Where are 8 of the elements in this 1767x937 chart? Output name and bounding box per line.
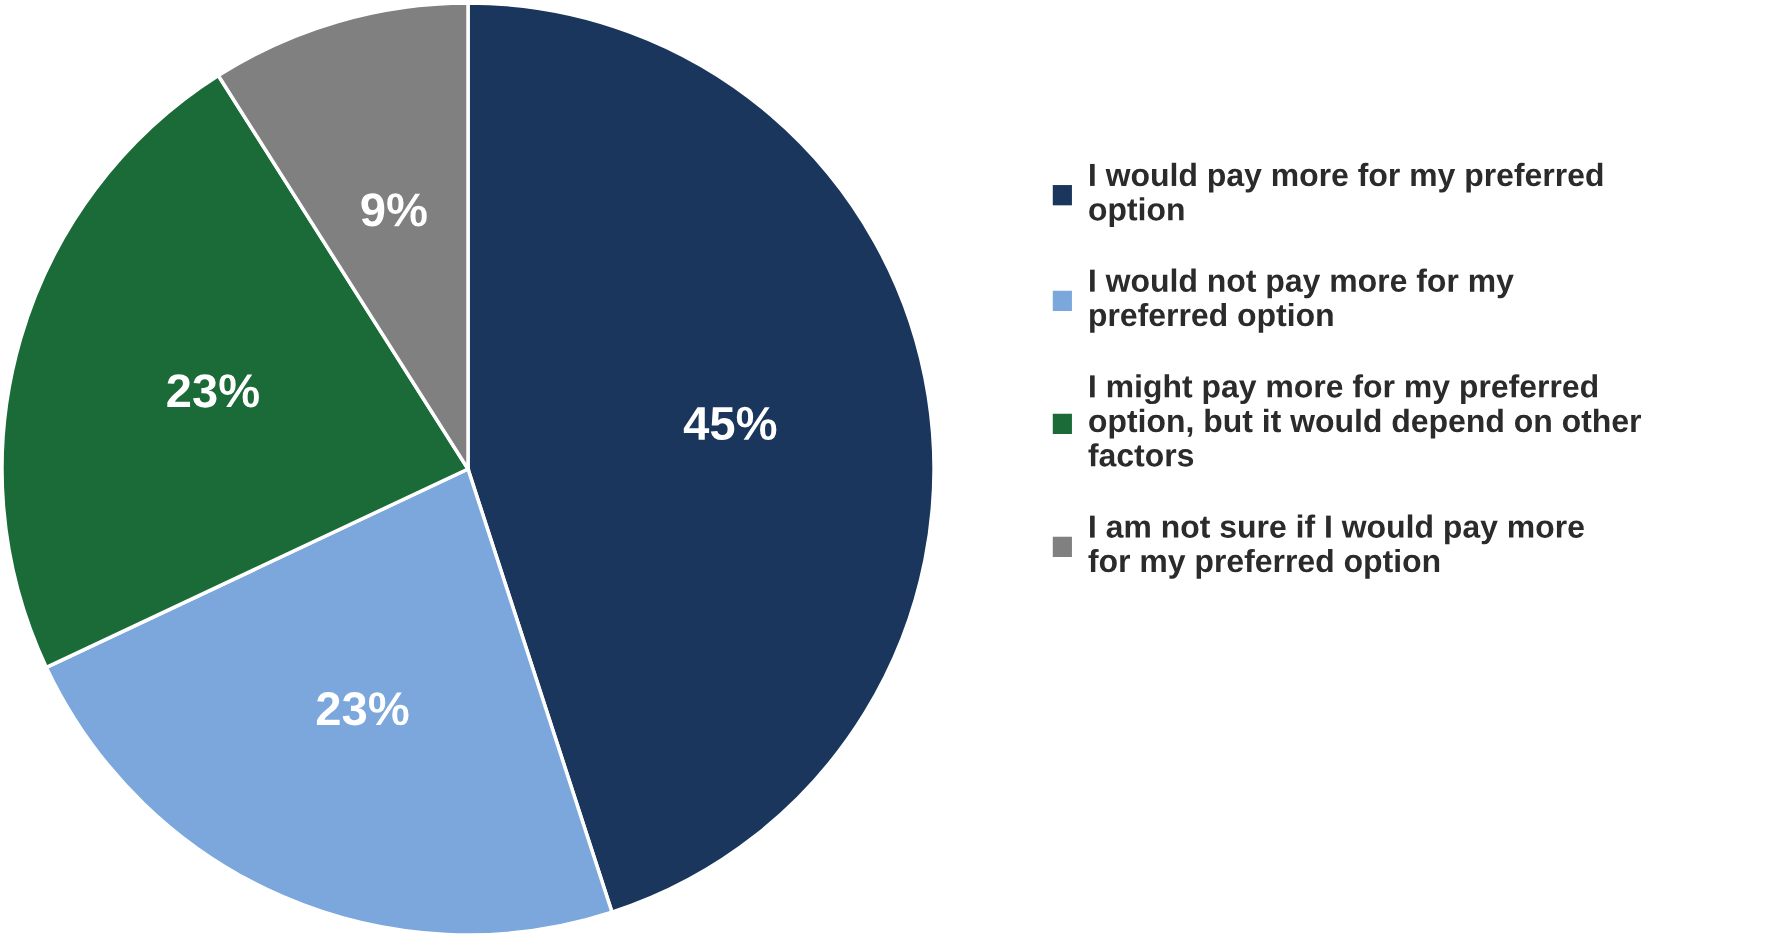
data-label: 45%	[683, 406, 777, 441]
legend-label: I might pay more for my preferred option, but it would depend on other factors	[1088, 374, 1642, 467]
data-label: 23%	[167, 374, 259, 408]
data-label: 9%	[361, 193, 427, 227]
legend-label: I would not pay more for my preferred option	[1090, 268, 1514, 333]
legend-label: I am not sure if I would pay more for my preferred option	[1088, 514, 1584, 579]
legend-label: I would pay more for my preferred option	[1089, 162, 1603, 227]
data-label: 23%	[316, 692, 409, 726]
